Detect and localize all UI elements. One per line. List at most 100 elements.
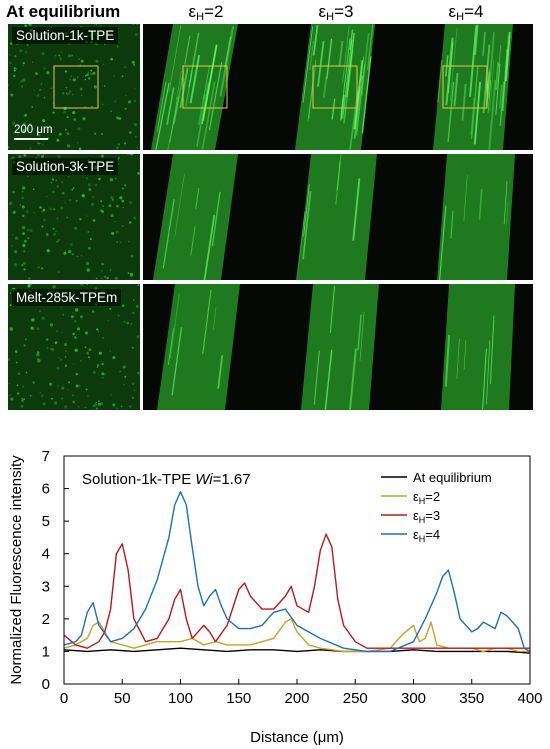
fluorescent-speck: [109, 307, 112, 310]
fluorescent-speck: [80, 59, 84, 63]
fluorescent-speck: [8, 382, 11, 385]
micrograph-panel: [143, 284, 273, 410]
fluorescent-speck: [21, 214, 25, 217]
fluorescent-speck: [102, 205, 105, 207]
fluorescent-speck: [9, 304, 12, 307]
fluorescent-speck: [91, 202, 94, 206]
fluorescent-speck: [114, 100, 117, 103]
fluorescent-speck: [101, 132, 104, 135]
fluorescent-speck: [35, 72, 38, 75]
fluorescent-speck: [64, 356, 67, 358]
fluorescent-speck: [26, 175, 29, 178]
fluorescent-speck: [85, 331, 89, 335]
fluorescent-streak: [450, 210, 454, 239]
fluorescent-speck: [41, 267, 44, 270]
fluorescent-speck: [110, 57, 113, 61]
fluorescent-speck: [42, 402, 46, 406]
region-of-interest-box: [312, 65, 358, 109]
fluorescent-speck: [100, 277, 104, 280]
fluorescent-speck: [64, 251, 66, 254]
fluorescent-speck: [87, 356, 90, 359]
legend-entry: εH=3: [413, 508, 440, 525]
fluorescent-speck: [96, 366, 99, 368]
fluorescent-streak: [353, 60, 363, 130]
stretched-filament: [153, 154, 238, 280]
legend-subscript: H: [419, 496, 426, 506]
fluorescent-speck: [72, 111, 76, 115]
fluorescent-speck: [33, 89, 36, 92]
fluorescent-streak: [478, 189, 483, 220]
chart-annotation: Solution-1k-TPE Wi=1.67: [82, 471, 251, 488]
y-tick-label: 2: [42, 611, 50, 628]
fluorescent-streak: [184, 35, 191, 65]
fluorescent-speck: [129, 405, 132, 408]
fluorescent-speck: [8, 358, 11, 361]
fluorescent-speck: [119, 241, 122, 244]
fluorescent-streak: [486, 68, 490, 93]
stretched-filament: [441, 284, 515, 410]
fluorescent-streak: [313, 350, 320, 405]
fluorescent-speck: [37, 351, 40, 354]
fluorescent-speck: [84, 406, 87, 409]
fluorescent-speck: [9, 42, 13, 45]
fluorescent-speck: [40, 83, 43, 85]
fluorescent-speck: [68, 90, 72, 93]
fluorescent-streak: [162, 199, 175, 269]
fluorescent-speck: [62, 191, 65, 195]
fluorescent-speck: [43, 67, 46, 70]
fluorescent-speck: [110, 110, 112, 113]
fluorescent-streak: [361, 56, 372, 134]
fluorescent-speck: [75, 384, 79, 388]
fluorescent-speck: [9, 327, 13, 331]
fluorescent-streak: [360, 56, 364, 81]
fluorescent-streak: [473, 81, 481, 145]
fluorescent-speck: [63, 110, 66, 114]
fluorescent-speck: [65, 350, 67, 352]
annotation-wi: Wi: [195, 471, 213, 488]
fluorescent-speck: [86, 284, 88, 285]
fluorescent-speck: [68, 249, 72, 254]
row-label-melt-285k: Melt-285k-TPEm: [12, 289, 122, 306]
fluorescent-speck: [133, 389, 136, 392]
fluorescent-speck: [19, 204, 22, 206]
fluorescent-streak: [174, 173, 185, 237]
fluorescent-streak: [302, 191, 312, 260]
fluorescent-speck: [114, 220, 116, 223]
fluorescent-speck: [135, 304, 139, 308]
fluorescent-speck: [129, 221, 132, 224]
fluorescent-speck: [43, 97, 46, 99]
fluorescent-streak: [338, 40, 344, 68]
fluorescent-streak: [470, 97, 475, 135]
fluorescent-speck: [77, 142, 79, 144]
fluorescent-speck: [38, 88, 42, 92]
fluorescent-streak: [474, 24, 479, 55]
fluorescent-streak: [329, 285, 336, 334]
fluorescent-streak: [179, 67, 189, 109]
x-tick-label: 400: [517, 690, 542, 707]
fluorescent-speck: [70, 75, 72, 77]
fluorescent-speck: [124, 184, 127, 187]
equilibrium-column-header: At equilibrium: [6, 2, 121, 21]
fluorescent-speck: [117, 314, 120, 317]
series-line-1: [63, 618, 530, 653]
fluorescent-speck: [22, 64, 24, 66]
fluorescent-speck: [23, 344, 26, 347]
fluorescent-speck: [15, 67, 18, 70]
fluorescent-speck: [9, 201, 13, 206]
fluorescent-speck: [91, 310, 95, 313]
fluorescent-speck: [58, 132, 62, 136]
fluorescent-streak: [482, 31, 486, 56]
fluorescent-streak: [489, 59, 495, 111]
fluorescent-speck: [45, 233, 49, 236]
plot-frame: [63, 455, 531, 685]
fluorescent-speck: [36, 327, 40, 330]
legend-subscript: H: [419, 534, 426, 544]
fluorescent-speck: [88, 188, 92, 191]
y-axis-label: Normalized Fluorescence intensity: [8, 455, 25, 685]
fluorescent-speck: [72, 400, 75, 404]
fluorescent-speck: [58, 357, 60, 359]
fluorescent-speck: [97, 402, 101, 406]
fluorescent-speck: [12, 233, 14, 236]
fluorescent-speck: [129, 154, 134, 156]
